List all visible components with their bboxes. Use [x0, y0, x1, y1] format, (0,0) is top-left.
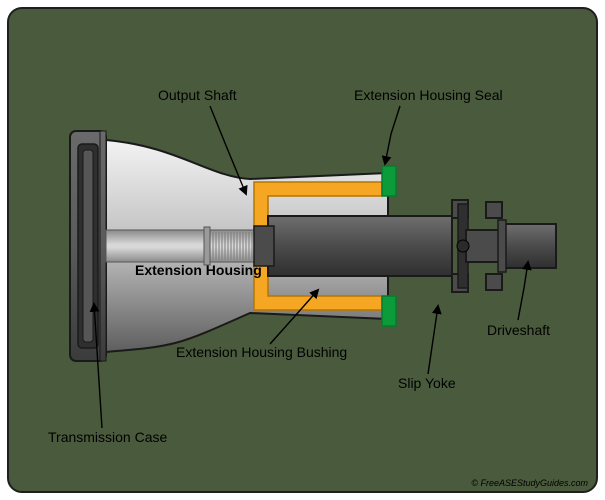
label-transmission-case: Transmission Case: [48, 429, 168, 445]
extension-housing-seal: [382, 166, 396, 196]
label-ext-housing: Extension Housing: [135, 262, 262, 278]
driveshaft: [502, 224, 556, 268]
label-driveshaft: Driveshaft: [487, 322, 550, 338]
label-slip-yoke: Slip Yoke: [398, 375, 456, 391]
label-credit: © FreeASEStudyGuides.com: [471, 478, 588, 488]
label-ext-housing-bushing: Extension Housing Bushing: [176, 344, 347, 360]
label-output-shaft: Output Shaft: [158, 87, 237, 103]
extension-housing-seal: [382, 296, 396, 326]
label-ext-housing-seal: Extension Housing Seal: [354, 87, 503, 103]
slip-yoke: [268, 216, 452, 276]
